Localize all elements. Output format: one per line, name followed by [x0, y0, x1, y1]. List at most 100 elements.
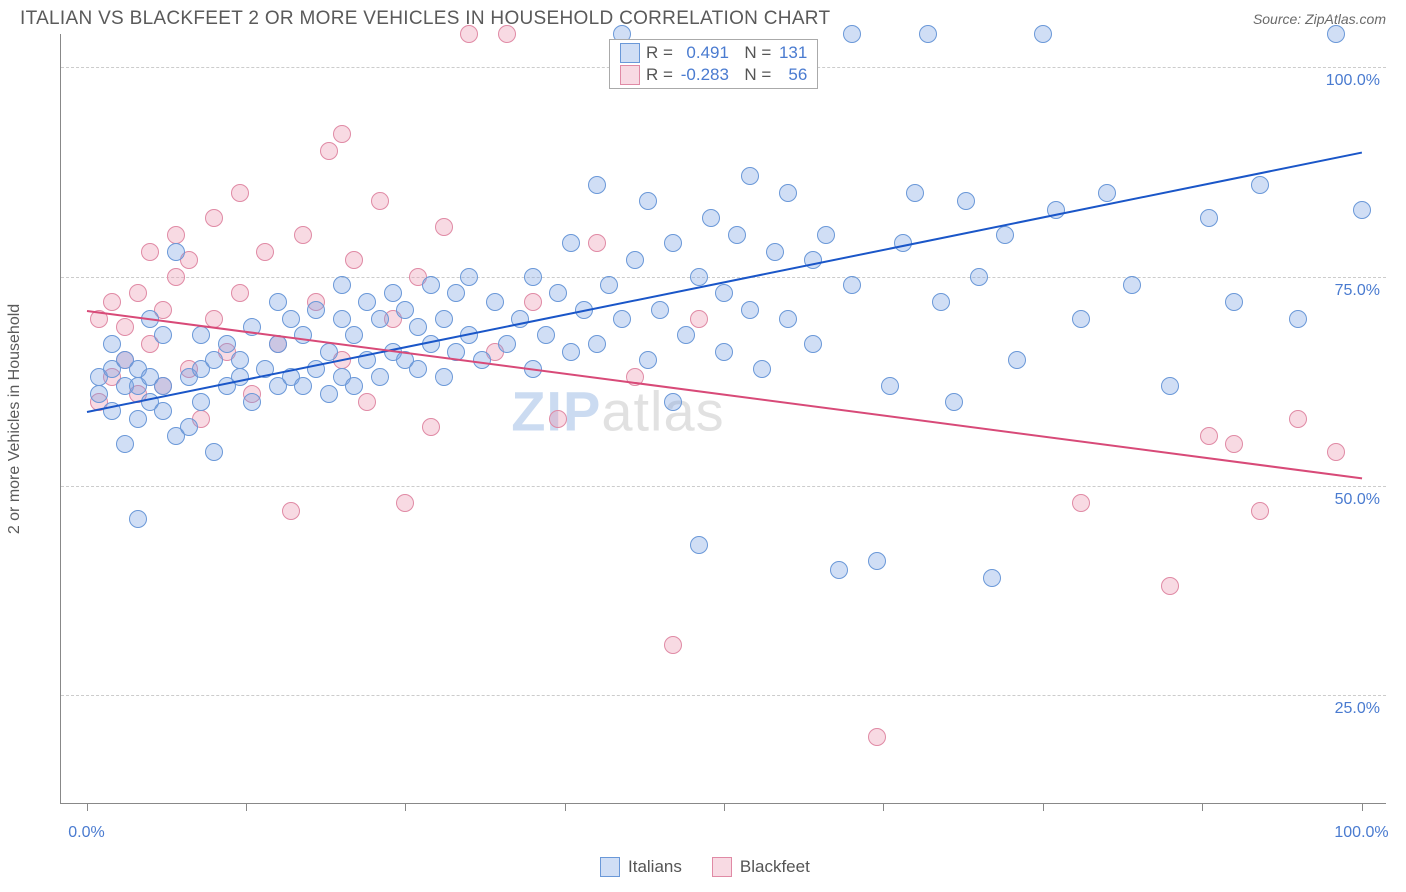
- legend-item: Italians: [600, 857, 682, 877]
- data-point: [549, 410, 567, 428]
- data-point: [779, 310, 797, 328]
- stats-row: R =-0.283 N =56: [610, 64, 817, 86]
- chart-source: Source: ZipAtlas.com: [1253, 11, 1386, 27]
- stats-row: R =0.491 N =131: [610, 42, 817, 64]
- data-point: [1161, 377, 1179, 395]
- data-point: [945, 393, 963, 411]
- data-point: [103, 335, 121, 353]
- x-tick: [405, 803, 406, 811]
- data-point: [90, 385, 108, 403]
- data-point: [422, 276, 440, 294]
- data-point: [690, 310, 708, 328]
- data-point: [843, 25, 861, 43]
- series-swatch-icon: [600, 857, 620, 877]
- data-point: [1200, 427, 1218, 445]
- data-point: [231, 351, 249, 369]
- series-swatch-icon: [712, 857, 732, 877]
- data-point: [486, 293, 504, 311]
- data-point: [1200, 209, 1218, 227]
- data-point: [817, 226, 835, 244]
- data-point: [447, 284, 465, 302]
- data-point: [409, 318, 427, 336]
- data-point: [690, 536, 708, 554]
- data-point: [129, 284, 147, 302]
- data-point: [588, 234, 606, 252]
- data-point: [154, 326, 172, 344]
- x-tick: [1202, 803, 1203, 811]
- data-point: [129, 410, 147, 428]
- data-point: [1289, 310, 1307, 328]
- data-point: [435, 310, 453, 328]
- data-point: [435, 368, 453, 386]
- data-point: [409, 360, 427, 378]
- data-point: [868, 552, 886, 570]
- data-point: [129, 510, 147, 528]
- data-point: [294, 226, 312, 244]
- series-swatch-icon: [620, 65, 640, 85]
- data-point: [103, 293, 121, 311]
- x-tick: [724, 803, 725, 811]
- data-point: [422, 418, 440, 436]
- x-tick: [87, 803, 88, 811]
- data-point: [664, 234, 682, 252]
- y-tick-label: 25.0%: [1335, 700, 1380, 718]
- series-name: Italians: [628, 857, 682, 877]
- y-tick-label: 75.0%: [1335, 282, 1380, 300]
- data-point: [1353, 201, 1371, 219]
- n-label: N =: [735, 65, 771, 85]
- data-point: [651, 301, 669, 319]
- data-point: [562, 343, 580, 361]
- r-value: -0.283: [679, 65, 729, 85]
- data-point: [537, 326, 555, 344]
- x-tick: [1362, 803, 1363, 811]
- data-point: [167, 243, 185, 261]
- series-legend: ItaliansBlackfeet: [600, 857, 810, 877]
- data-point: [1072, 494, 1090, 512]
- data-point: [358, 393, 376, 411]
- data-point: [205, 209, 223, 227]
- x-tick-label: 0.0%: [68, 824, 104, 842]
- data-point: [396, 494, 414, 512]
- x-tick: [565, 803, 566, 811]
- chart-title: ITALIAN VS BLACKFEET 2 OR MORE VEHICLES …: [20, 8, 830, 30]
- plot-area: 25.0%50.0%75.0%100.0%0.0%100.0%ZIPatlasR…: [60, 34, 1386, 804]
- data-point: [371, 368, 389, 386]
- n-value: 131: [777, 43, 807, 63]
- data-point: [970, 268, 988, 286]
- data-point: [639, 351, 657, 369]
- data-point: [384, 284, 402, 302]
- data-point: [690, 268, 708, 286]
- gridline: [61, 695, 1386, 696]
- data-point: [498, 25, 516, 43]
- data-point: [715, 284, 733, 302]
- data-point: [371, 192, 389, 210]
- data-point: [549, 284, 567, 302]
- data-point: [1289, 410, 1307, 428]
- data-point: [167, 268, 185, 286]
- chart-container: 2 or more Vehicles in Household 25.0%50.…: [20, 34, 1386, 874]
- data-point: [996, 226, 1014, 244]
- data-point: [282, 502, 300, 520]
- data-point: [1225, 293, 1243, 311]
- data-point: [205, 443, 223, 461]
- data-point: [664, 636, 682, 654]
- data-point: [741, 167, 759, 185]
- trend-line: [86, 151, 1361, 412]
- data-point: [294, 326, 312, 344]
- data-point: [345, 251, 363, 269]
- data-point: [256, 243, 274, 261]
- series-swatch-icon: [620, 43, 640, 63]
- r-label: R =: [646, 43, 673, 63]
- data-point: [498, 335, 516, 353]
- x-tick-label: 100.0%: [1334, 824, 1388, 842]
- data-point: [396, 301, 414, 319]
- gridline: [61, 486, 1386, 487]
- data-point: [639, 192, 657, 210]
- data-point: [1327, 25, 1345, 43]
- data-point: [320, 385, 338, 403]
- data-point: [333, 310, 351, 328]
- data-point: [524, 293, 542, 311]
- data-point: [141, 243, 159, 261]
- data-point: [881, 377, 899, 395]
- data-point: [371, 310, 389, 328]
